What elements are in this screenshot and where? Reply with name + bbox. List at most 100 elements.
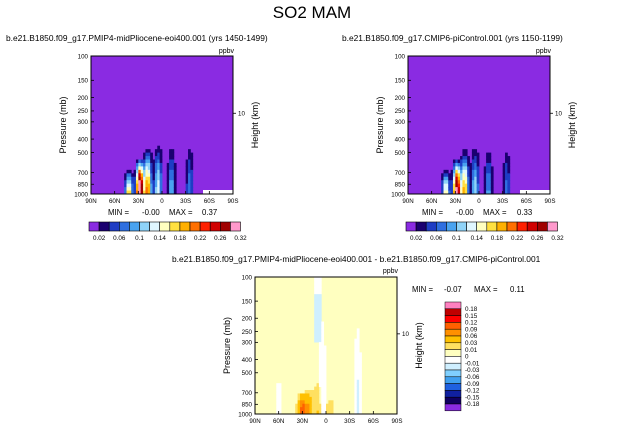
colorbar-label: 0.14	[154, 235, 167, 242]
heatmap-cell	[166, 180, 170, 185]
heatmap-cell	[318, 324, 322, 329]
heatmap-cell	[321, 342, 325, 346]
heatmap-cell	[450, 183, 454, 188]
heatmap-cell	[188, 187, 191, 191]
heatmap-cell	[359, 410, 362, 415]
heatmap-cell	[171, 187, 175, 191]
colorbar-label: 0.14	[471, 235, 484, 242]
heatmap-cell	[171, 159, 175, 164]
heatmap-cell	[321, 366, 325, 370]
heatmap-cell	[124, 187, 127, 191]
heatmap-cell	[314, 393, 317, 398]
heatmap-cell	[276, 407, 280, 411]
heatmap-cell	[474, 183, 478, 188]
heatmap-cell	[321, 393, 325, 398]
heatmap-cell	[321, 348, 325, 353]
heatmap-cell	[441, 180, 444, 185]
heatmap-cell	[278, 386, 282, 391]
heatmap-cell	[128, 169, 132, 174]
heatmap-cell	[476, 156, 480, 160]
heatmap-cell	[314, 386, 317, 391]
heatmap-cell	[318, 280, 322, 285]
heatmap-cell	[455, 176, 459, 181]
heatmap-cell	[188, 149, 191, 153]
colorbar-swatch	[444, 342, 462, 350]
heatmap-cell	[502, 180, 506, 185]
heatmap-cell	[471, 169, 475, 174]
colorbar-label: 0.32	[234, 235, 247, 242]
heatmap-cell	[150, 166, 153, 171]
heatmap-cell	[452, 166, 456, 171]
heatmap-cell	[297, 410, 301, 415]
heatmap-cell	[188, 190, 191, 195]
heatmap-cell	[502, 176, 506, 181]
heatmap-cell	[445, 180, 449, 185]
heatmap-cell	[316, 300, 320, 305]
heatmap-cell	[147, 173, 151, 178]
heatmap-cell	[128, 180, 132, 185]
heatmap-cell	[145, 176, 149, 181]
heatmap-cell	[507, 166, 511, 171]
heatmap-cell	[166, 183, 170, 188]
heatmap-cell	[316, 393, 320, 398]
heatmap-cell	[140, 173, 144, 178]
heatmap-cell	[483, 187, 487, 191]
heatmap-cell	[307, 403, 310, 408]
heatmap-cell	[143, 183, 146, 188]
heatmap-cell	[154, 152, 158, 157]
heatmap-cell	[318, 297, 322, 302]
heatmap-cell	[314, 307, 317, 312]
heatmap-cell	[143, 187, 146, 191]
heatmap-cell	[507, 190, 511, 195]
heatmap-cell	[276, 403, 280, 408]
panel-3-min-value: -0.07	[444, 285, 462, 294]
heatmap-cell	[356, 338, 360, 343]
heatmap-cell	[157, 162, 161, 167]
pressure-tick-label: 100	[395, 53, 406, 60]
heatmap-cell	[299, 393, 303, 398]
heatmap-cell	[159, 183, 163, 188]
heatmap-cell	[152, 180, 156, 185]
heatmap-cell	[152, 190, 156, 195]
pressure-tick-label: 200	[78, 95, 89, 102]
heatmap-cell	[443, 176, 447, 181]
heatmap-cell	[140, 180, 144, 185]
heatmap-cell	[278, 383, 282, 387]
heatmap-cell	[471, 183, 475, 188]
heatmap-cell	[311, 403, 315, 408]
heatmap-cell	[190, 183, 194, 188]
heatmap-cell	[318, 304, 322, 309]
heatmap-cell	[147, 183, 151, 188]
heatmap-cell	[469, 187, 473, 191]
heatmap-cell	[131, 187, 134, 191]
heatmap-cell	[185, 183, 189, 188]
heatmap-cell	[476, 187, 480, 191]
colorbar-label: 0.06	[113, 235, 126, 242]
heatmap-cell	[486, 156, 489, 160]
colorbar-swatch	[536, 221, 548, 232]
heatmap-cell	[318, 345, 322, 350]
panel-3-title: b.e21.B1850.f09_g17.PMIP4-midPliocene-eo…	[172, 254, 541, 264]
heatmap-cell	[330, 403, 334, 408]
heatmap-cell	[323, 355, 327, 360]
pressure-tick-label: 700	[395, 170, 406, 177]
heatmap-cell	[316, 335, 320, 340]
heatmap-cell	[150, 187, 153, 191]
heatmap-cell	[469, 190, 473, 195]
heatmap-cell	[321, 379, 325, 384]
heatmap-cell	[150, 180, 153, 185]
heatmap-cell	[467, 180, 470, 185]
heatmap-cell	[304, 393, 308, 398]
heatmap-cell	[316, 297, 320, 302]
heatmap-cell	[150, 159, 153, 164]
heatmap-cell	[128, 173, 132, 178]
masked-surface	[203, 190, 233, 194]
heatmap-cell	[304, 396, 308, 401]
panel-1-max-value: 0.37	[202, 208, 217, 217]
heatmap-cell	[328, 400, 332, 405]
heatmap-cell	[318, 403, 322, 408]
heatmap-cell	[464, 190, 468, 195]
heatmap-cell	[318, 355, 322, 360]
heatmap-cell	[488, 169, 492, 174]
heatmap-cell	[321, 328, 325, 333]
